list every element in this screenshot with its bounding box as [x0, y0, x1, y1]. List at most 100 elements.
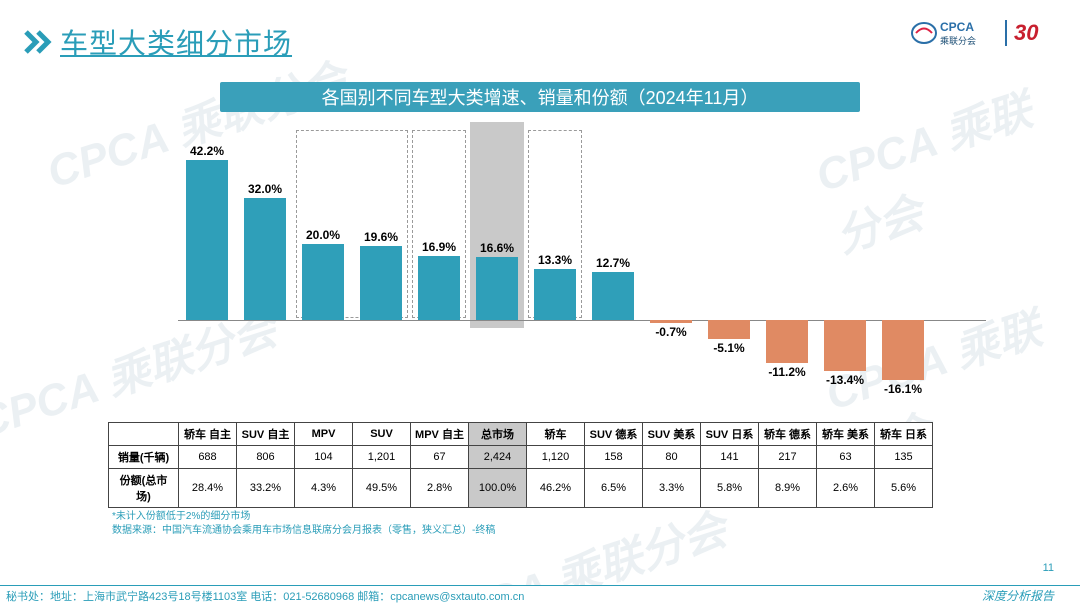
slide: CPCA 乘联分会 CPCA 乘联分会 CPCA 乘联分会 CPCA 乘联分会 …	[0, 0, 1080, 608]
bar	[824, 320, 866, 371]
table-col-header: SUV 自主	[237, 423, 295, 446]
chart-column: 42.2%	[178, 130, 236, 330]
table-cell: 63	[817, 446, 875, 469]
bar	[650, 320, 692, 323]
table-cell: 5.8%	[701, 469, 759, 508]
table-col-header: 轿车 日系	[875, 423, 933, 446]
cpca-logo-icon: CPCA 乘联分会	[910, 18, 998, 48]
chart-column: 32.0%	[236, 130, 294, 330]
bar-label: 32.0%	[236, 182, 294, 196]
table-cell: 6.5%	[585, 469, 643, 508]
bar-label: 16.9%	[410, 240, 468, 254]
table-row-header: 销量(千辆)	[109, 446, 179, 469]
table-cell: 2.6%	[817, 469, 875, 508]
table-cell: 158	[585, 446, 643, 469]
table-cell: 135	[875, 446, 933, 469]
bar-label: -5.1%	[700, 341, 758, 355]
logo-area: CPCA 乘联分会 30	[910, 18, 1052, 48]
table-cell: 5.6%	[875, 469, 933, 508]
table-col-header: 轿车 美系	[817, 423, 875, 446]
table-cell: 80	[643, 446, 701, 469]
bar-label: 20.0%	[294, 228, 352, 242]
table-col-header: 轿车 德系	[759, 423, 817, 446]
table-cell: 3.3%	[643, 469, 701, 508]
bar-label: 42.2%	[178, 144, 236, 158]
logo-divider-icon	[1004, 18, 1008, 48]
bar-label: -0.7%	[642, 325, 700, 339]
bar-label: 12.7%	[584, 256, 642, 270]
bar-label: -11.2%	[758, 365, 816, 379]
bar-label: 13.3%	[526, 253, 584, 267]
svg-text:CPCA: CPCA	[940, 20, 974, 34]
table-col-header: MPV	[295, 423, 353, 446]
table-cell: 1,201	[353, 446, 411, 469]
bar	[882, 320, 924, 380]
table-col-header: 总市场	[469, 423, 527, 446]
table-cell: 217	[759, 446, 817, 469]
table-cell: 33.2%	[237, 469, 295, 508]
table-row-header: 份额(总市场)	[109, 469, 179, 508]
svg-text:乘联分会: 乘联分会	[940, 35, 976, 46]
chart-column: 16.6%	[468, 130, 526, 330]
table-corner	[109, 423, 179, 446]
bar	[360, 246, 402, 320]
table-cell: 104	[295, 446, 353, 469]
chevrons-icon	[24, 28, 60, 56]
table-col-header: SUV	[353, 423, 411, 446]
table-cell: 46.2%	[527, 469, 585, 508]
chart-columns: 42.2% 32.0% 20.0%19.6%16.9%16.6%13.3%12.7%…	[178, 130, 986, 330]
table-cell: 2.8%	[411, 469, 469, 508]
chart-column: 20.0%	[294, 130, 352, 330]
data-table: 轿车 自主SUV 自主MPVSUVMPV 自主总市场轿车SUV 德系SUV 美系…	[108, 422, 933, 508]
thirty-logo-icon: 30	[1014, 18, 1052, 48]
chart-column: 19.6%	[352, 130, 410, 330]
table-col-header: 轿车	[527, 423, 585, 446]
table-cell: 8.9%	[759, 469, 817, 508]
bar	[302, 244, 344, 320]
growth-bar-chart: 42.2% 32.0% 20.0%19.6%16.9%16.6%13.3%12.7%…	[178, 130, 986, 330]
bar-label: -13.4%	[816, 373, 874, 387]
table-col-header: SUV 日系	[701, 423, 759, 446]
bar	[592, 272, 634, 320]
header: 车型大类细分市场	[24, 22, 292, 62]
footer-label: 深度分析报告	[982, 587, 1054, 604]
page-number: 11	[1043, 562, 1054, 574]
table-cell: 806	[237, 446, 295, 469]
contact-info: 秘书处：地址：上海市武宁路423号18号楼1103室 电话：021-526809…	[6, 588, 524, 604]
footnote-1: *未计入份额低于2%的细分市场	[112, 510, 495, 524]
bar-label: 19.6%	[352, 230, 410, 244]
bar	[766, 320, 808, 363]
footer: 秘书处：地址：上海市武宁路423号18号楼1103室 电话：021-526809…	[0, 586, 1080, 608]
table-cell: 4.3%	[295, 469, 353, 508]
bar-label: -16.1%	[874, 382, 932, 396]
table-cell: 141	[701, 446, 759, 469]
footnotes: *未计入份额低于2%的细分市场 数据来源：中国汽车流通协会乘用车市场信息联席分会…	[112, 510, 495, 538]
chart-column: -13.4%	[816, 130, 874, 330]
footnote-2: 数据来源：中国汽车流通协会乘用车市场信息联席分会月报表（零售，狭义汇总）-终稿	[112, 524, 495, 538]
bar	[708, 320, 750, 339]
table-cell: 688	[179, 446, 237, 469]
table-cell: 100.0%	[469, 469, 527, 508]
bar	[244, 198, 286, 320]
table-col-header: MPV 自主	[411, 423, 469, 446]
table-cell: 28.4%	[179, 469, 237, 508]
bar	[418, 256, 460, 320]
table-cell: 1,120	[527, 446, 585, 469]
chart-column: -0.7%	[642, 130, 700, 330]
table-col-header: 轿车 自主	[179, 423, 237, 446]
table-cell: 2,424	[469, 446, 527, 469]
table-cell: 49.5%	[353, 469, 411, 508]
svg-text:30: 30	[1014, 20, 1039, 45]
bar-label: 16.6%	[468, 241, 526, 255]
bar	[476, 257, 518, 320]
table-col-header: SUV 德系	[585, 423, 643, 446]
page-title: 车型大类细分市场	[60, 22, 292, 62]
chart-column: -5.1%	[700, 130, 758, 330]
bar	[534, 269, 576, 320]
chart-banner: 各国别不同车型大类增速、销量和份额（2024年11月）	[220, 82, 860, 112]
chart-column: 13.3%	[526, 130, 584, 330]
chart-column: 12.7%	[584, 130, 642, 330]
chart-column: -11.2%	[758, 130, 816, 330]
table-cell: 67	[411, 446, 469, 469]
chart-column: 16.9%	[410, 130, 468, 330]
